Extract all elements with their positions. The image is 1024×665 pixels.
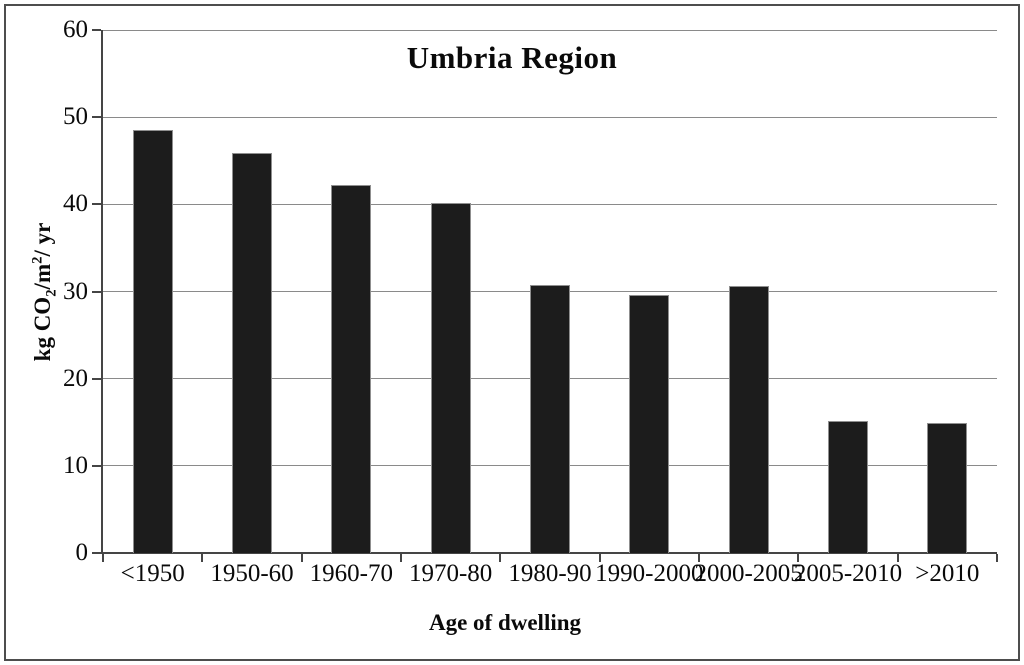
y-tick-label: 50 [63,103,88,131]
plot-area [92,29,998,562]
x-axis-tick [598,554,601,562]
bar-1960-70 [331,185,372,553]
x-axis-title: Age of dwelling [428,610,582,635]
gridline [103,29,997,31]
bar-2000-2005 [728,286,769,553]
x-tick-label: 1990-2000 [595,560,704,587]
chart-border-frame [4,4,1020,661]
bar-1990-2000 [629,295,670,553]
y-tick-label: 40 [63,190,88,218]
x-axis-tick [102,554,104,562]
y-axis-line [101,30,103,554]
x-axis-tick [201,554,204,562]
y-axis-tick [92,116,101,119]
y-axis-tick [92,464,101,467]
y-tick-label: 30 [63,277,88,305]
x-axis-tick [300,554,303,562]
x-tick-label: 1970-80 [408,560,493,587]
y-axis-tick [92,290,101,293]
x-tick-label: >2010 [915,560,980,587]
x-tick-label: 2000-2005 [694,560,803,587]
bar-2005-2010 [828,421,868,553]
x-tick-label: 1950-60 [210,560,294,587]
bar-1980-90 [530,285,570,553]
x-tick-label: 1980-90 [508,560,592,587]
x-tick-label: 1960-70 [309,560,393,587]
bar-<1950 [132,130,173,553]
bar-1950-60 [232,153,272,553]
y-axis-tick [92,552,101,554]
x-axis-tick [400,554,402,562]
bar-1970-80 [430,203,471,553]
chart-title: Umbria Region [406,40,618,75]
x-axis-line [101,552,997,554]
x-axis-tick [797,554,800,562]
x-axis-tick [499,554,502,562]
x-tick-label: <1950 [120,560,185,587]
y-axis-title-part: kg CO [30,296,56,362]
y-tick-label: 20 [63,364,88,392]
y-axis-tick [92,203,101,206]
x-axis-tick [698,554,700,562]
y-axis-tick [92,377,101,380]
bar->2010 [927,423,968,553]
gridline [103,116,997,118]
x-axis-tick [896,554,899,562]
y-axis-tick [92,29,101,31]
gridline [103,203,997,205]
y-tick-label: 60 [63,16,88,43]
x-axis-tick [996,554,998,562]
y-tick-label: 10 [63,451,88,479]
y-axis-title-part: 2 [29,256,46,264]
x-tick-label: 2005-2010 [793,560,903,587]
y-axis-title-part: / yr [30,222,56,257]
y-tick-label: 0 [75,539,89,566]
